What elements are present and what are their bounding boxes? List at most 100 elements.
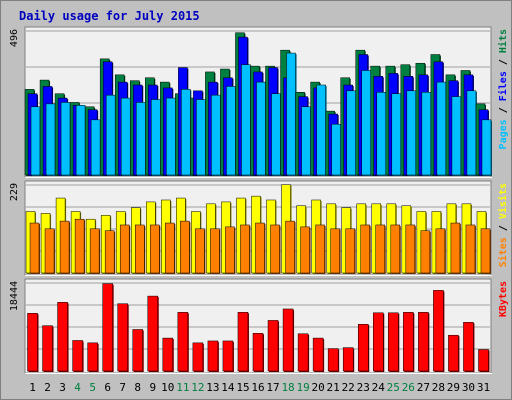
bar-kbytes-day-14	[222, 340, 234, 372]
bar-sites-day-30	[465, 224, 476, 274]
bar-kbytes-day-10	[162, 337, 174, 372]
panel-legend: Sites / Visits	[497, 183, 509, 267]
bar-pages-day-31	[481, 119, 492, 176]
bar-pages-day-13	[211, 94, 221, 176]
bar-sites-day-26	[405, 224, 416, 274]
legend-files: Files	[497, 71, 509, 101]
bar-sites-day-2	[44, 228, 55, 274]
bar-pages-day-26	[406, 90, 417, 176]
bar-sites-day-21	[330, 228, 340, 274]
bar-pages-day-22	[346, 90, 356, 176]
bar-kbytes-day-23	[357, 323, 369, 372]
legend-visits: Visits	[497, 183, 509, 219]
panel-legend: Pages / Files / Hits	[497, 29, 509, 149]
day-label-4: 4	[74, 381, 81, 394]
bar-pages-day-30	[466, 90, 477, 176]
bar-kbytes-day-1	[27, 313, 38, 372]
bar-kbytes-day-2	[42, 325, 53, 372]
bar-kbytes-day-3	[57, 302, 68, 372]
bar-kbytes-day-8	[132, 329, 143, 372]
day-label-29: 29	[447, 381, 460, 394]
bar-pages-day-19	[301, 106, 311, 176]
bar-pages-day-21	[331, 123, 341, 176]
legend-separator: /	[498, 101, 509, 119]
bar-sites-day-25	[390, 224, 401, 274]
bar-sites-day-19	[300, 226, 310, 274]
bar-sites-day-29	[450, 222, 461, 274]
bar-pages-day-27	[421, 92, 432, 176]
bar-pages-day-9	[151, 99, 161, 176]
legend-kbytes: KBytes	[498, 281, 509, 317]
bar-pages-day-20	[316, 84, 326, 176]
bar-sites-day-10	[165, 222, 175, 274]
bar-sites-day-5	[89, 228, 100, 274]
bar-pages-day-14	[226, 86, 236, 176]
bar-pages-day-10	[166, 97, 176, 176]
bar-sites-day-11	[180, 220, 190, 274]
axis-max-label: 229	[9, 183, 20, 201]
bar-kbytes-day-27	[418, 312, 429, 372]
axis-max-label: 496	[9, 29, 20, 47]
day-label-17: 17	[266, 381, 279, 394]
bar-sites-day-9	[150, 224, 160, 274]
day-label-23: 23	[357, 381, 370, 394]
bar-kbytes-day-30	[463, 322, 474, 372]
bar-kbytes-day-6	[102, 283, 113, 372]
day-label-7: 7	[119, 381, 126, 394]
bar-kbytes-day-19	[297, 333, 309, 372]
bar-pages-day-12	[196, 99, 206, 176]
bar-pages-day-4	[75, 105, 86, 176]
bar-sites-day-13	[210, 228, 220, 274]
bar-sites-day-18	[285, 220, 295, 274]
panel-visits-sites: 229 Sites / Visits	[9, 180, 509, 276]
day-label-13: 13	[206, 381, 219, 394]
bar-sites-day-15	[240, 224, 250, 274]
day-label-18: 18	[281, 381, 294, 394]
bar-pages-day-6	[105, 94, 116, 176]
bar-pages-day-2	[45, 103, 56, 176]
day-label-1: 1	[29, 381, 36, 394]
bar-kbytes-day-13	[207, 340, 219, 372]
day-label-24: 24	[372, 381, 386, 394]
panel-hits-files-pages: 496 Pages / Files / Hits	[9, 26, 509, 178]
panel-legend: KBytes	[498, 281, 509, 317]
day-label-2: 2	[44, 381, 51, 394]
bar-kbytes-day-4	[72, 340, 83, 372]
bar-sites-day-7	[119, 224, 130, 274]
bar-kbytes-day-25	[388, 312, 399, 372]
panel-kbytes: 18444 KBytes	[9, 278, 509, 374]
bar-sites-day-6	[104, 230, 115, 274]
day-label-14: 14	[221, 381, 235, 394]
bar-pages-day-3	[60, 102, 71, 176]
day-label-8: 8	[134, 381, 141, 394]
bar-pages-day-29	[451, 96, 462, 176]
bar-pages-day-28	[436, 81, 447, 176]
bar-kbytes-day-5	[87, 342, 98, 372]
day-label-28: 28	[432, 381, 445, 394]
bar-sites-day-23	[360, 224, 370, 274]
bar-pages-day-8	[135, 102, 146, 176]
bar-pages-day-15	[241, 64, 251, 176]
bar-pages-day-17	[271, 93, 281, 176]
bar-sites-day-14	[225, 226, 235, 274]
bar-kbytes-day-15	[237, 312, 249, 372]
day-label-9: 9	[149, 381, 156, 394]
legend-pages: Pages	[498, 119, 509, 149]
bar-sites-day-8	[134, 224, 145, 274]
chart-title: Daily usage for July 2015	[19, 9, 200, 23]
legend-hits: Hits	[497, 29, 509, 53]
day-label-20: 20	[312, 381, 325, 394]
day-label-6: 6	[104, 381, 111, 394]
chart-panels: 496 Pages / Files / Hits 229 Sites / Visits…	[9, 26, 509, 374]
bar-kbytes-day-24	[373, 312, 384, 372]
bar-kbytes-day-9	[147, 295, 159, 372]
bar-sites-day-4	[74, 218, 85, 274]
day-label-3: 3	[59, 381, 66, 394]
day-label-11: 11	[176, 381, 189, 394]
day-label-19: 19	[296, 381, 309, 394]
bar-sites-day-1	[29, 222, 40, 274]
bar-kbytes-day-26	[403, 312, 414, 372]
bar-pages-day-5	[90, 119, 101, 176]
day-label-12: 12	[191, 381, 204, 394]
bar-sites-day-16	[255, 222, 265, 274]
